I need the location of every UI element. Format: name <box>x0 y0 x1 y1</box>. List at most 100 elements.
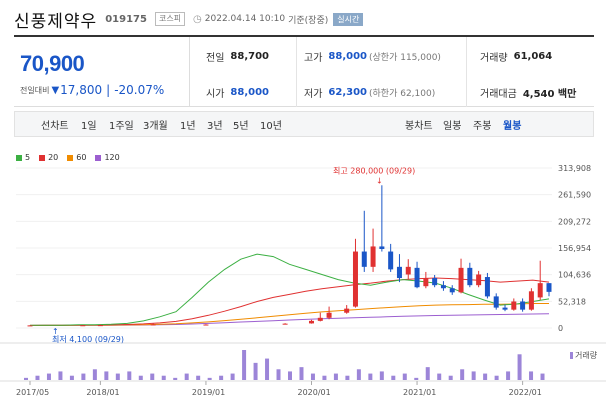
volume-bar <box>494 375 499 380</box>
candle-body <box>449 288 455 293</box>
stock-header: 신풍제약우 019175 코스피 ◷ 2022.04.14 10:10 기준(장… <box>14 6 594 32</box>
candle-body <box>528 291 534 310</box>
volume-bar <box>299 367 304 380</box>
legend-swatch <box>95 154 102 161</box>
volume-bar <box>425 367 430 380</box>
volume-bar <box>242 350 247 380</box>
candle-monthly[interactable]: 월봉 <box>503 120 522 132</box>
candle-body <box>388 251 394 270</box>
high-value: 88,000 <box>328 51 367 62</box>
current-price: 70,900 <box>20 51 85 76</box>
ma120-line <box>29 313 550 326</box>
period-5y[interactable]: 5년 <box>233 120 249 132</box>
prev-close-label: 전일 <box>206 53 225 64</box>
volume-bar <box>483 373 488 380</box>
candle-body <box>150 324 156 326</box>
candle-body <box>484 277 490 297</box>
volume-bar <box>265 358 270 380</box>
y-tick-label: 261,590 <box>558 191 591 200</box>
candle-weekly[interactable]: 주봉 <box>473 120 492 132</box>
max-arrow-icon: ↓ <box>376 176 383 185</box>
volume-bar <box>345 375 350 380</box>
candle-body <box>326 312 332 318</box>
open-price: 시가 88,000 <box>206 85 269 100</box>
legend-ma20: 20 <box>39 153 58 162</box>
max-annotation: 최고 280,000 (09/29) <box>333 165 415 175</box>
candle-chart-label[interactable]: 봉차트 <box>405 120 433 132</box>
stock-code: 019175 <box>105 13 147 25</box>
quote-basis: 기준(장중) <box>288 15 329 26</box>
period-3m[interactable]: 3개월 <box>143 120 168 132</box>
legend-swatch <box>16 154 22 161</box>
volume-bar <box>529 371 534 380</box>
x-tick-label: 2021/01 <box>403 388 436 397</box>
volume-bar <box>356 369 361 380</box>
candle-body <box>27 325 33 327</box>
volume-bar <box>138 375 143 380</box>
legend-ma5: 5 <box>16 153 30 162</box>
open-label: 시가 <box>206 89 225 100</box>
volume-bar <box>402 373 407 380</box>
candle-body <box>458 267 464 293</box>
y-tick-label: 52,318 <box>558 297 586 306</box>
volume-label: 거래량 <box>480 53 508 64</box>
period-1d[interactable]: 1일 <box>81 120 97 132</box>
period-10y[interactable]: 10년 <box>260 120 282 132</box>
volume-bar <box>81 373 86 380</box>
candle-body <box>467 267 473 286</box>
period-1y[interactable]: 1년 <box>180 120 196 132</box>
candle-body <box>352 251 358 307</box>
amount-label: 거래대금 <box>480 89 517 100</box>
volume-bar <box>219 375 224 380</box>
candle-body <box>476 274 482 286</box>
high-price: 고가 88,000 (상한가 115,000) <box>304 49 441 64</box>
realtime-badge[interactable]: 실시간 <box>333 12 364 26</box>
volume-bar <box>540 373 545 380</box>
line-chart-label[interactable]: 선차트 <box>41 120 69 132</box>
legend-swatch <box>39 154 46 161</box>
candle-body <box>493 296 499 308</box>
volume-bar <box>115 373 120 380</box>
x-tick-label: 2017/05 <box>16 388 49 397</box>
volume-bar <box>517 354 522 380</box>
separator: | <box>106 83 111 97</box>
y-tick-label: 313,908 <box>558 164 591 173</box>
trade-amount: 거래대금 4,540 백만 <box>480 85 576 100</box>
ma5-line <box>30 253 550 326</box>
candle-body <box>370 246 376 267</box>
candle-body <box>423 278 429 287</box>
min-arrow-icon: ↑ <box>52 327 59 336</box>
period-3y[interactable]: 3년 <box>207 120 223 132</box>
candle-daily[interactable]: 일봉 <box>443 120 462 132</box>
volume-bar <box>127 371 132 380</box>
candle-body <box>97 325 103 327</box>
volume-bar <box>184 373 189 380</box>
volume-bar <box>161 375 166 380</box>
volume-bar <box>368 373 373 380</box>
down-triangle-icon: ▼ <box>51 84 60 96</box>
volume-bar <box>437 373 442 380</box>
prev-close-value: 88,700 <box>230 51 269 62</box>
quote-datetime: 2022.04.14 10:10 <box>204 14 286 24</box>
candle-body <box>414 267 420 288</box>
x-tick-label: 2022/01 <box>509 388 542 397</box>
legend-label: 60 <box>76 153 87 162</box>
volume-bar <box>104 371 109 380</box>
volume-legend-label: 거래량 <box>575 350 598 360</box>
candle-body <box>440 285 446 289</box>
volume-bar <box>24 377 28 380</box>
divider <box>466 37 467 107</box>
period-1w[interactable]: 1주일 <box>109 120 134 132</box>
volume-bar <box>35 375 40 380</box>
volume-bar <box>92 369 97 380</box>
volume-bar <box>322 375 327 380</box>
x-tick-label: 2018/01 <box>86 388 119 397</box>
x-tick-label: 2020/01 <box>297 388 330 397</box>
volume-legend-swatch <box>570 352 573 359</box>
lower-limit: (하한가 62,100) <box>369 89 436 99</box>
candle-body <box>432 278 438 286</box>
volume-bar <box>506 371 511 380</box>
volume-bar <box>391 375 396 380</box>
volume-bar <box>150 373 155 380</box>
